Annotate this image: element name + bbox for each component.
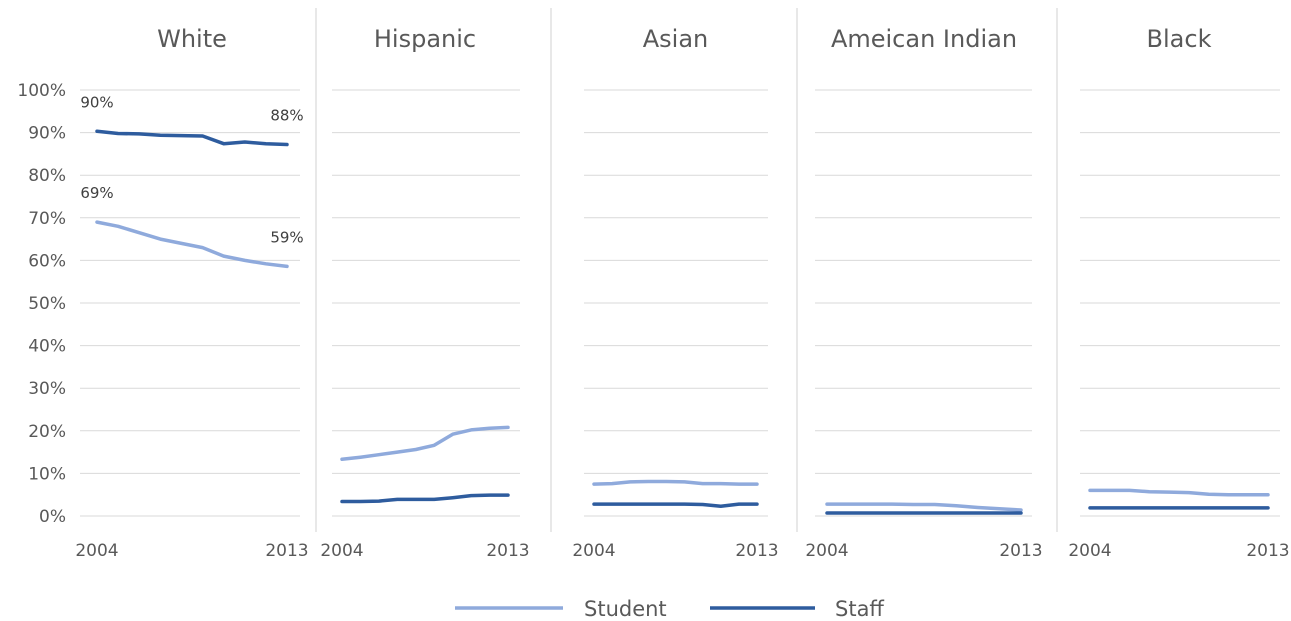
y-tick-label: 60% xyxy=(28,251,66,271)
x-tick-label: 2004 xyxy=(572,541,615,561)
y-tick-label: 30% xyxy=(28,379,66,399)
x-tick-label: 2004 xyxy=(75,541,118,561)
x-tick-label: 2013 xyxy=(735,541,778,561)
x-tick-label: 2013 xyxy=(999,541,1042,561)
series-line-white-staff xyxy=(95,129,289,147)
series-line-hispanic-staff xyxy=(340,493,510,504)
panel-title-black: Black xyxy=(1147,25,1212,53)
y-tick-label: 50% xyxy=(28,294,66,314)
x-tick-label: 2013 xyxy=(486,541,529,561)
series-lines xyxy=(95,129,1270,515)
series-line-ameican-indian-student xyxy=(825,502,1023,512)
panel-titles: White Hispanic Asian Ameican Indian Black xyxy=(157,25,1211,53)
y-tick-label: 20% xyxy=(28,422,66,442)
series-line-white-student xyxy=(95,220,289,269)
y-tick-label: 80% xyxy=(28,166,66,186)
y-tick-label: 40% xyxy=(28,337,66,357)
series-line-black-student xyxy=(1088,488,1270,497)
legend-label-student: Student xyxy=(584,597,667,621)
data-label: 90% xyxy=(80,93,113,111)
y-axis-tick-labels: 0% 10% 20% 30% 40% 50% 60% 70% 80% 90% 100% xyxy=(17,81,66,527)
series-line-hispanic-student xyxy=(340,425,510,462)
panel-title-asian: Asian xyxy=(643,25,709,53)
panel-title-ameican-indian: Ameican Indian xyxy=(831,25,1017,53)
data-label: 69% xyxy=(80,184,113,202)
series-line-asian-student xyxy=(592,479,759,486)
data-label: 88% xyxy=(270,107,303,125)
panel-title-white: White xyxy=(157,25,227,53)
x-tick-label: 2013 xyxy=(1246,541,1289,561)
x-tick-label: 2013 xyxy=(265,541,308,561)
legend: Student Staff xyxy=(455,597,884,621)
y-tick-label: 0% xyxy=(39,507,66,527)
panel-title-hispanic: Hispanic xyxy=(374,25,476,53)
series-line-asian-staff xyxy=(592,502,759,508)
x-axis-tick-labels: 2004 2013 2004 2013 2004 2013 2004 2013 2004 2013 xyxy=(75,541,1289,561)
gridlines xyxy=(80,89,1280,517)
data-label: 59% xyxy=(270,228,303,246)
x-tick-label: 2004 xyxy=(320,541,363,561)
y-tick-label: 90% xyxy=(28,124,66,144)
legend-label-staff: Staff xyxy=(835,597,884,621)
panel-dividers xyxy=(315,8,1058,532)
y-tick-label: 10% xyxy=(28,464,66,484)
data-labels: 90% 88% 69% 59% xyxy=(80,93,303,246)
y-tick-label: 100% xyxy=(17,81,66,101)
x-tick-label: 2004 xyxy=(1068,541,1111,561)
y-tick-label: 70% xyxy=(28,209,66,229)
x-tick-label: 2004 xyxy=(805,541,848,561)
